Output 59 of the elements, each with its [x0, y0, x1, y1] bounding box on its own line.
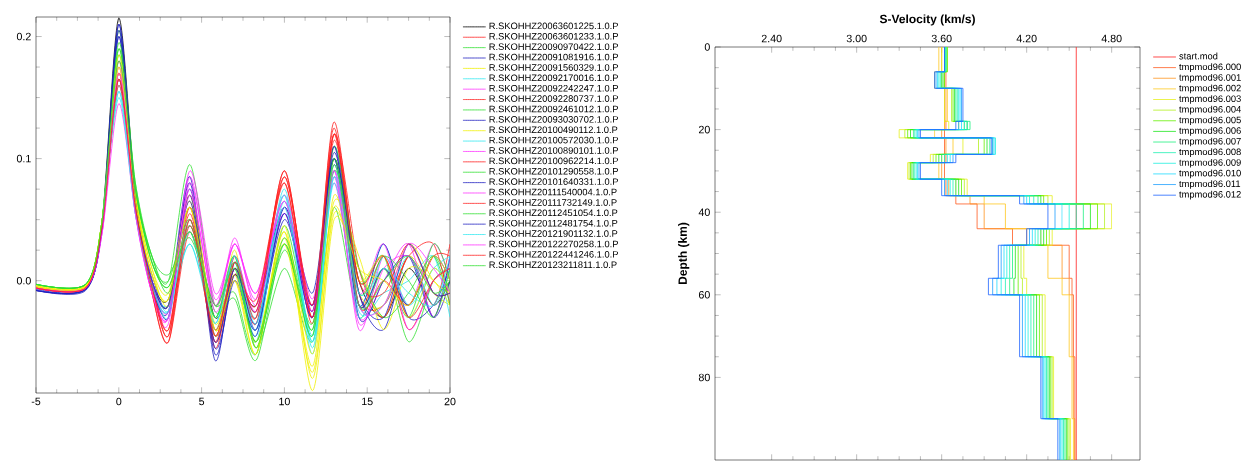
legend-label: R.SKOHHZ20122441246.1.0.P	[489, 251, 618, 258]
legend-label: R.SKOHHZ20121901132.1.0.P	[489, 230, 618, 237]
x-tick-label: 2.40	[761, 34, 782, 43]
legend-label: R.SKOHHZ20092461012.1.0.P	[489, 105, 618, 113]
legend-label: R.SKOHHZ20092242247.1.0.P	[489, 84, 618, 92]
x-tick-label: -5	[31, 397, 41, 406]
legend-label: tmpmod96.003	[1179, 95, 1241, 104]
legend-label: R.SKOHHZ20100962214.1.0.P	[489, 157, 618, 165]
legend-label: R.SKOHHZ20111732149.1.0.P	[489, 199, 617, 206]
legend-label: R.SKOHHZ20111540004.1.0.P	[489, 188, 617, 196]
legend-label: R.SKOHHZ20092280737.1.0.P	[489, 95, 618, 102]
legend-label: tmpmod96.005	[1179, 116, 1241, 126]
y-tick-label: 0.1	[16, 154, 31, 163]
legend-label: R.SKOHHZ20091560329.1.0.P	[489, 64, 618, 71]
legend-label: tmpmod96.011	[1179, 180, 1241, 189]
x-tick-label: 5	[199, 397, 205, 406]
y-tick-label: 0.2	[16, 32, 31, 41]
legend-label: R.SKOHHZ20122270258.1.0.P	[489, 240, 618, 248]
y-tick-label: 20	[698, 125, 710, 134]
legend-label: R.SKOHHZ20112481754.1.0.P	[489, 219, 618, 227]
legend-label: tmpmod96.006	[1179, 127, 1241, 136]
legend-label: R.SKOHHZ20100890101.1.0.P	[489, 147, 618, 154]
x-tick-label: 4.80	[1101, 34, 1122, 43]
legend-label: tmpmod96.002	[1179, 84, 1241, 94]
legend-label: start.mod	[1179, 52, 1218, 60]
legend-label: tmpmod96.009	[1179, 158, 1241, 168]
legend-label: R.SKOHHZ20092170016.1.0.P	[489, 74, 618, 82]
x-tick-label: 3.60	[931, 34, 952, 43]
y-tick-label: 0.0	[16, 276, 31, 285]
legend-label: tmpmod96.010	[1179, 169, 1241, 179]
legend-label: tmpmod96.007	[1179, 137, 1241, 147]
y-tick-label: 40	[698, 208, 710, 216]
legend-label: R.SKOHHZ20063601233.1.0.P	[489, 33, 618, 40]
legend-label: tmpmod96.000	[1179, 63, 1241, 72]
x-axis-title: S-Velocity (km/s)	[879, 14, 975, 26]
x-tick-label: 15	[362, 397, 373, 406]
legend-label: tmpmod96.012	[1179, 190, 1241, 200]
legend-label: R.SKOHHZ20093030702.1.0.P	[489, 116, 618, 123]
y-axis-title: Depth (km)	[678, 222, 690, 285]
x-tick-label: 0	[116, 397, 122, 406]
legend-label: tmpmod96.008	[1179, 148, 1241, 157]
x-tick-label: 10	[279, 397, 290, 406]
legend-label: R.SKOHHZ20091081916.1.0.P	[489, 53, 618, 61]
legend-label: R.SKOHHZ20090970422.1.0.P	[489, 43, 618, 50]
x-tick-label: 20	[444, 397, 456, 406]
legend-label: tmpmod96.001	[1179, 73, 1241, 83]
legend-label: R.SKOHHZ20063601225.1.0.P	[489, 22, 618, 30]
legend-label: R.SKOHHZ20123211811.1.0.P	[489, 261, 617, 269]
legend-label: R.SKOHHZ20100572030.1.0.P	[489, 136, 618, 144]
x-tick-label: 4.20	[1016, 34, 1037, 43]
legend-label: R.SKOHHZ20101640331.1.0.P	[489, 178, 618, 185]
y-tick-label: 80	[698, 373, 710, 382]
y-tick-label: 60	[698, 291, 710, 299]
legend-label: R.SKOHHZ20112451054.1.0.P	[489, 209, 618, 217]
legend-label: tmpmod96.004	[1179, 105, 1241, 115]
y-tick-label: 0	[704, 43, 710, 51]
x-tick-label: 3.00	[846, 34, 867, 43]
legend-label: R.SKOHHZ20100490112.1.0.P	[489, 126, 618, 134]
legend-label: R.SKOHHZ20101290558.1.0.P	[489, 167, 618, 175]
